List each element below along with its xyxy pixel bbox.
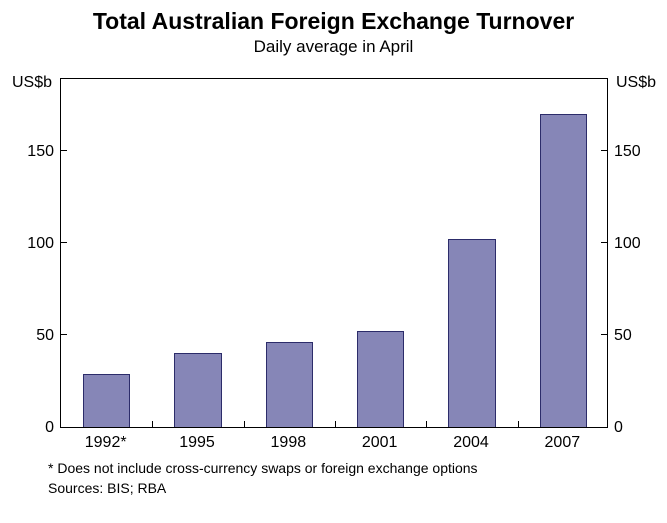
- bar: [357, 331, 404, 427]
- y-tick-mark: [61, 150, 67, 151]
- y-tick-mark: [601, 242, 607, 243]
- x-tick-label: 2004: [453, 428, 489, 452]
- y-tick-label-left: 0: [45, 419, 60, 437]
- y-tick-mark: [61, 334, 67, 335]
- y-tick-label-right: 100: [608, 235, 641, 253]
- bar: [266, 342, 313, 427]
- chart-sources: Sources: BIS; RBA: [48, 480, 166, 496]
- y-tick-label-left: 100: [27, 235, 60, 253]
- y-tick-label-right: 50: [608, 327, 632, 345]
- bar: [174, 353, 221, 427]
- x-tick-label: 2007: [545, 428, 581, 452]
- x-tick-label: 1998: [271, 428, 307, 452]
- x-tick-mark: [152, 421, 153, 428]
- chart-container: Total Australian Foreign Exchange Turnov…: [0, 0, 667, 523]
- y-tick-label-right: 0: [608, 419, 623, 437]
- y-tick-label-left: 50: [36, 327, 60, 345]
- chart-subtitle: Daily average in April: [0, 35, 667, 57]
- y-tick-mark: [601, 150, 607, 151]
- y-tick-label-left: 150: [27, 143, 60, 161]
- y-tick-mark: [61, 242, 67, 243]
- plot-area: [60, 78, 608, 428]
- bar: [83, 374, 130, 427]
- x-tick-mark: [335, 421, 336, 428]
- y-tick-mark: [601, 334, 607, 335]
- x-tick-mark: [426, 421, 427, 428]
- x-tick-label: 1995: [179, 428, 215, 452]
- x-tick-mark: [518, 421, 519, 428]
- y-axis-label-right: US$b: [616, 74, 656, 92]
- bar: [448, 239, 495, 427]
- chart-title: Total Australian Foreign Exchange Turnov…: [0, 0, 667, 35]
- x-tick-label: 2001: [362, 428, 398, 452]
- y-axis-label-left: US$b: [12, 74, 52, 92]
- x-tick-label: 1992*: [85, 428, 127, 452]
- x-tick-mark: [244, 421, 245, 428]
- plot-area-wrapper: US$b US$b 0050501001001501501992*1995199…: [60, 78, 608, 428]
- chart-footnote: * Does not include cross-currency swaps …: [48, 460, 478, 476]
- bar: [540, 114, 587, 427]
- y-tick-label-right: 150: [608, 143, 641, 161]
